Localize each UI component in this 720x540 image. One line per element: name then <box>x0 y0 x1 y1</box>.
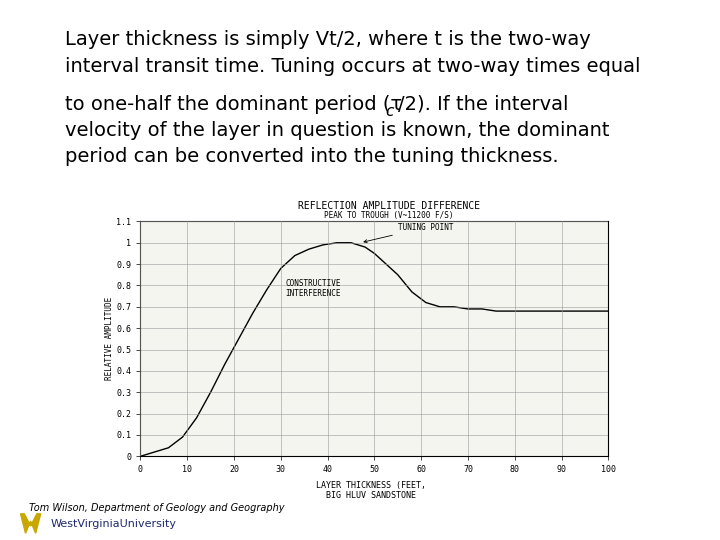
Text: TUNING POINT: TUNING POINT <box>364 223 454 242</box>
Text: Tom Wilson, Department of Geology and Geography: Tom Wilson, Department of Geology and Ge… <box>29 503 284 514</box>
Polygon shape <box>20 514 41 534</box>
Text: to one-half the dominant period (τ: to one-half the dominant period (τ <box>65 94 402 113</box>
Text: velocity of the layer in question is known, the dominant: velocity of the layer in question is kno… <box>65 122 609 140</box>
Text: c: c <box>385 104 394 119</box>
Y-axis label: RELATIVE AMPLITUDE: RELATIVE AMPLITUDE <box>104 297 114 381</box>
Text: CONSTRUCTIVE
INTERFERENCE: CONSTRUCTIVE INTERFERENCE <box>285 279 341 299</box>
Text: PEAK TO TROUGH (V~11200 F/S): PEAK TO TROUGH (V~11200 F/S) <box>324 211 454 220</box>
Text: /2). If the interval: /2). If the interval <box>398 94 569 113</box>
Text: LAYER THICKNESS (FEET,: LAYER THICKNESS (FEET, <box>316 481 426 490</box>
Text: period can be converted into the tuning thickness.: period can be converted into the tuning … <box>65 147 559 166</box>
Text: WestVirginiaUniversity: WestVirginiaUniversity <box>50 519 176 530</box>
Text: BIG HLUV SANDSTONE: BIG HLUV SANDSTONE <box>325 491 416 501</box>
Text: Layer thickness is simply Vt/2, where t is the two-way: Layer thickness is simply Vt/2, where t … <box>65 30 590 49</box>
Text: interval transit time. Tuning occurs at two-way times equal: interval transit time. Tuning occurs at … <box>65 57 640 76</box>
Text: REFLECTION AMPLITUDE DIFFERENCE: REFLECTION AMPLITUDE DIFFERENCE <box>298 201 480 211</box>
